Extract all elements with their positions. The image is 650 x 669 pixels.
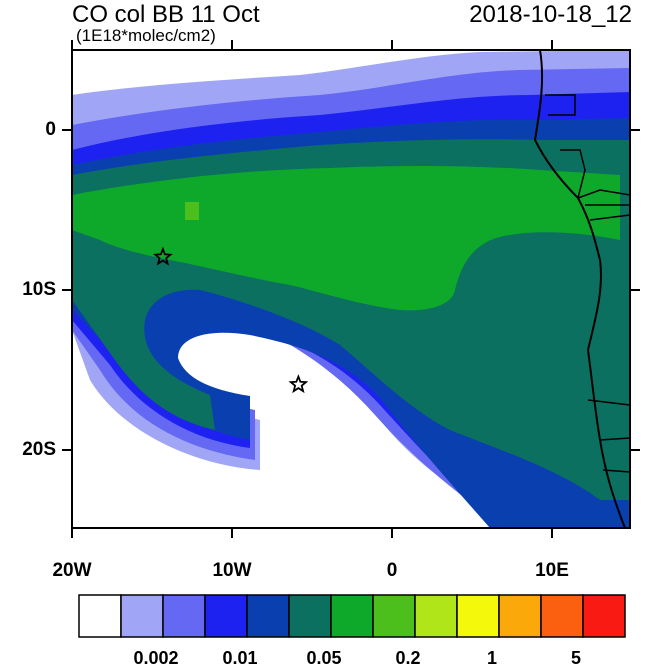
map-title: CO col BB 11 Oct [72, 1, 260, 28]
colorbar-swatch [540, 594, 584, 638]
lat-label-0: 0 [45, 119, 56, 140]
colorbar-swatch [162, 594, 206, 638]
map-units: (1E18*molec/cm2) [76, 26, 216, 45]
colorbar-swatch [414, 594, 458, 638]
colorbar [78, 594, 626, 638]
colorbar-label: 0.002 [133, 648, 179, 668]
colorbar-swatch [498, 594, 542, 638]
lon-label-10e: 10E [535, 560, 569, 581]
star-marker [153, 246, 173, 266]
colorbar-swatch [456, 594, 500, 638]
colorbar-swatch [582, 594, 626, 638]
colorbar-swatch [372, 594, 416, 638]
colorbar-label: 1 [486, 648, 497, 668]
axis-ticks [62, 40, 640, 538]
colorbar-label: 0.01 [222, 648, 258, 668]
lat-label-10s: 10S [22, 279, 56, 300]
colorbar-swatch [78, 594, 122, 638]
lat-label-20s: 20S [22, 439, 56, 460]
colorbar-swatch [246, 594, 290, 638]
map-datestamp: 2018-10-18_12 [469, 1, 632, 28]
colorbar-label: 5 [570, 648, 581, 668]
lon-label-0: 0 [386, 560, 398, 581]
site-markers [153, 246, 309, 394]
colorbar-swatch [204, 594, 248, 638]
country-borders [545, 94, 631, 473]
co-band-lightgreen [185, 202, 199, 220]
colorbar-swatch [330, 594, 374, 638]
colorbar-swatch [288, 594, 332, 638]
colorbar-label: 0.05 [306, 648, 342, 668]
lon-label-10w: 10W [212, 560, 252, 581]
lon-label-20w: 20W [52, 560, 92, 581]
co-field [72, 50, 630, 528]
colorbar-label: 0.2 [395, 648, 421, 668]
colorbar-swatch [120, 594, 164, 638]
star-marker [288, 374, 309, 394]
co-band-green [72, 165, 620, 311]
